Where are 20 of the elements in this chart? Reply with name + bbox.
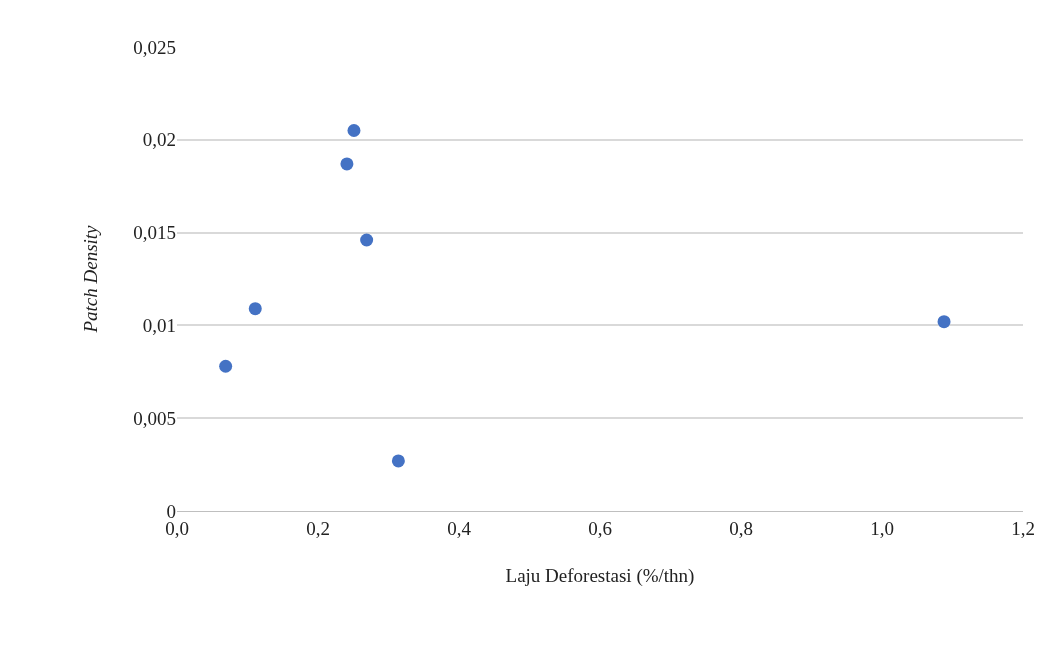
y-tick-label: 0,01 <box>142 315 176 337</box>
y-tick-label: 0,025 <box>133 36 176 58</box>
y-tick-label: 0,005 <box>133 407 176 429</box>
point <box>219 359 233 373</box>
point <box>248 302 262 316</box>
y-tick-label: 0,015 <box>133 222 176 244</box>
point <box>347 124 361 138</box>
x-tick-label: 0,4 <box>447 517 472 539</box>
point <box>360 233 374 247</box>
x-tick-label: 0,2 <box>306 517 330 539</box>
point <box>340 157 354 171</box>
x-tick-label: 1,2 <box>1011 517 1035 539</box>
x-tick-label: 0,8 <box>729 517 753 539</box>
x-tick-label: 0,6 <box>588 517 612 539</box>
x-axis-title: Laju Deforestasi (%/thn) <box>505 564 695 587</box>
point <box>937 315 951 329</box>
point <box>391 454 405 468</box>
y-tick-label: 0,02 <box>142 129 176 151</box>
y-axis-title: Patch Density <box>80 224 102 334</box>
x-tick-label: 1,0 <box>870 517 894 539</box>
